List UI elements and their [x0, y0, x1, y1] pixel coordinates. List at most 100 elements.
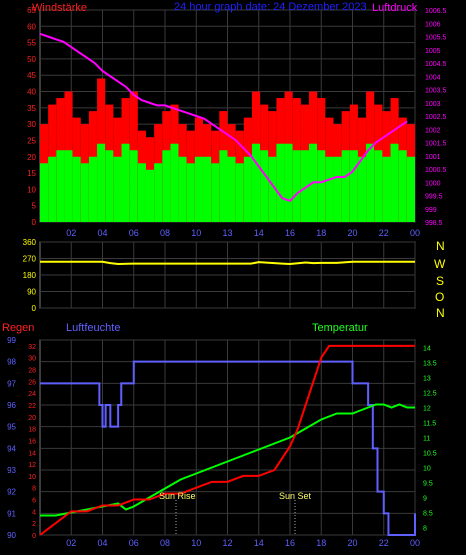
wind-avg-bar: [145, 169, 155, 222]
humidity-tick-label: 93: [7, 466, 16, 475]
pressure-tick-label: 999.5: [425, 194, 443, 201]
direction-panel-grid: [40, 241, 416, 309]
wind-x-tick-label: 20: [347, 228, 357, 238]
pressure-tick-label: 1002: [425, 127, 441, 134]
wind-tick-label: 0: [32, 218, 37, 227]
direction-tick-label: 0: [32, 304, 37, 313]
rain-tick-label: 18: [28, 427, 36, 434]
wind-avg-bar: [349, 150, 358, 222]
pressure-label: Luftdruck: [372, 2, 418, 14]
wind-avg-bar: [227, 156, 236, 222]
wind-avg-bar: [162, 150, 171, 222]
wind-tick-label: 45: [27, 71, 36, 80]
temperature-tick-label: 8: [423, 526, 427, 533]
wind-avg-bar: [268, 156, 277, 222]
direction-tick-label: 90: [27, 288, 36, 297]
humidity-tick-label: 94: [7, 444, 16, 453]
pressure-tick-label: 1000.5: [425, 167, 447, 174]
rain-line: [39, 344, 415, 536]
temperature-tick-label: 11.5: [423, 421, 436, 428]
rain-tick-label: 0: [32, 533, 36, 540]
humidity-tick-label: 95: [7, 423, 16, 432]
wind-avg-bar: [390, 143, 399, 222]
wind-panel-axes: 0 5 10 15 20 25 30 35 40 45 50 55 60 65 998.5 999 999.5 1…: [27, 6, 446, 238]
direction-tick-label: 270: [23, 255, 37, 264]
wind-x-tick-label: 18: [316, 228, 326, 238]
rain-tick-label: 12: [28, 462, 36, 469]
temperature-tick-label: 10.5: [423, 451, 437, 458]
wind-avg-bar: [406, 156, 415, 222]
wind-tick-label: 50: [27, 55, 36, 64]
wind-tick-label: 20: [27, 153, 36, 162]
lower-x-tick-label: 08: [160, 538, 170, 548]
wind-avg-bar: [243, 156, 252, 222]
wind-avg-bar: [211, 163, 220, 222]
rain-tick-label: 4: [32, 509, 36, 516]
lower-x-tick-label: 04: [97, 538, 107, 548]
rain-humidity-temp-panel: 9091929394959697989902468101214161820222…: [2, 322, 437, 548]
wind-x-tick-label: 22: [379, 228, 389, 238]
lower-x-tick-label: 22: [379, 538, 389, 548]
lower-x-tick-label: 00: [410, 538, 420, 548]
pressure-tick-label: 1004: [425, 74, 441, 81]
wind-avg-bar: [121, 143, 130, 222]
pressure-tick-label: 1006: [425, 21, 441, 28]
humidity-tick-label: 99: [7, 336, 16, 345]
wind-x-tick-label: 02: [66, 228, 76, 238]
wind-avg-bar: [333, 156, 342, 222]
wind-tick-label: 30: [27, 120, 36, 129]
rain-tick-label: 16: [28, 438, 36, 445]
direction-panel-axes: 0 90 180 270 360: [23, 238, 37, 313]
wind-avg-bar: [194, 156, 204, 222]
temperature-tick-label: 9: [423, 496, 427, 503]
wind-tick-label: 60: [27, 22, 36, 31]
pressure-tick-label: 1000: [425, 180, 441, 187]
wind-avg-bar: [186, 163, 195, 222]
wind-avg-bar: [235, 163, 244, 222]
wind-avg-bar: [97, 143, 106, 222]
lower-x-tick-label: 14: [254, 538, 264, 548]
lower-panel-axes: 9091929394959697989902468101214161820222…: [7, 336, 437, 548]
rain-tick-label: 14: [28, 450, 36, 457]
lower-x-tick-label: 06: [129, 538, 139, 548]
rain-tick-label: 26: [28, 379, 36, 386]
temperature-tick-label: 13: [423, 376, 431, 383]
sunset-label: Sun Set: [279, 491, 312, 501]
wind-direction-line: [40, 260, 415, 266]
wind-avg-bar: [64, 150, 73, 222]
lower-x-tick-label: 18: [316, 538, 326, 548]
wind-avg-bar: [105, 150, 114, 222]
wind-x-tick-label: 14: [254, 228, 264, 238]
wind-x-tick-label: 10: [191, 228, 201, 238]
pressure-tick-label: 1004.5: [425, 61, 447, 68]
wind-tick-label: 5: [32, 202, 37, 211]
temperature-tick-label: 10: [423, 466, 431, 473]
lower-x-tick-label: 16: [285, 538, 295, 548]
humidity-tick-label: 92: [7, 488, 16, 497]
wind-tick-label: 55: [27, 39, 36, 48]
direction-tick-label: 180: [23, 271, 37, 280]
wind-avg-bar: [398, 150, 407, 222]
compass-w: W: [434, 257, 446, 271]
pressure-tick-label: 1003.5: [425, 88, 447, 95]
wind-tick-label: 35: [27, 104, 36, 113]
wind-avg-bar: [260, 150, 269, 222]
wind-avg-bar: [203, 156, 212, 222]
wind-avg-bar: [366, 143, 375, 222]
wind-tick-label: 10: [27, 185, 36, 194]
wind-avg-bar: [56, 150, 65, 222]
pressure-tick-label: 1005.5: [425, 35, 447, 42]
wind-x-tick-label: 00: [410, 228, 420, 238]
pressure-tick-label: 1002.5: [425, 114, 447, 121]
wind-tick-label: 40: [27, 88, 36, 97]
wind-series: [40, 78, 415, 223]
wind-avg-bar: [88, 156, 98, 222]
sunrise-label: Sun Rise: [159, 491, 196, 501]
wind-avg-bar: [113, 156, 122, 222]
wind-avg-bar: [178, 156, 187, 222]
temperature-tick-label: 12.5: [423, 391, 437, 398]
wind-avg-bar: [219, 150, 228, 222]
pressure-tick-label: 1001.5: [425, 141, 447, 148]
humidity-line: [40, 360, 416, 536]
